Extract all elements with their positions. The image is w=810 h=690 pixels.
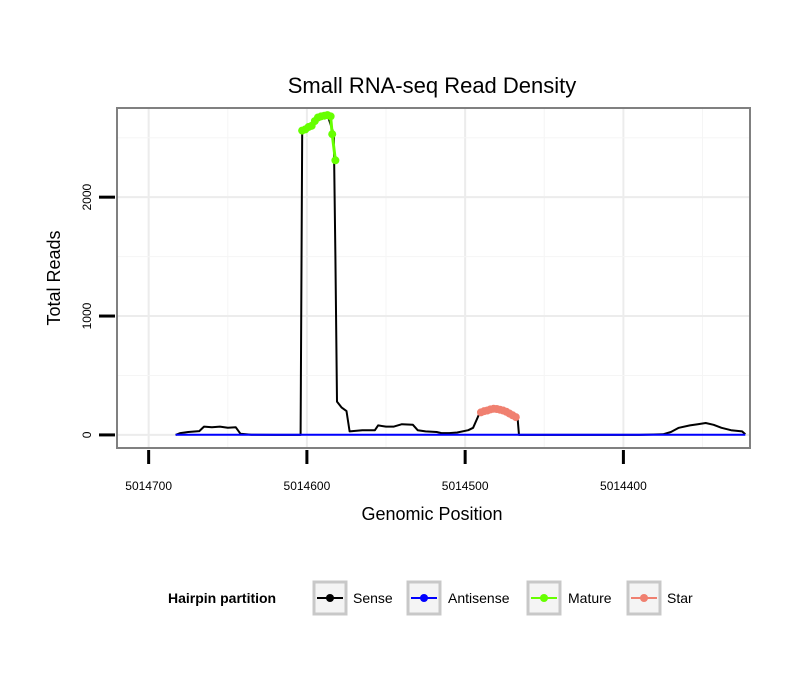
legend-item-antisense: Antisense (406, 580, 510, 616)
legend-item-mature: Mature (526, 580, 612, 616)
x-axis: 5014700 5014600 5014500 5014400 (125, 450, 647, 493)
plot-panel (117, 108, 750, 448)
data-point-mature (331, 156, 340, 165)
data-point-star (511, 413, 520, 422)
legend-label: Sense (353, 590, 393, 606)
y-axis: 0 1000 2000 (80, 183, 115, 438)
data-point-mature (326, 112, 335, 121)
legend-key-point (640, 594, 648, 602)
data-point-mature (328, 130, 337, 139)
y-tick-label: 0 (80, 431, 94, 438)
plot-border (116, 107, 751, 449)
legend-key-point (326, 594, 334, 602)
y-axis-title: Total Reads (44, 230, 64, 325)
legend: Hairpin partition Sense Antisense Mature St… (168, 580, 693, 616)
legend-label: Star (667, 590, 693, 606)
x-tick-label: 5014500 (442, 479, 489, 493)
y-tick-label: 1000 (80, 302, 94, 329)
legend-item-star: Star (626, 580, 693, 616)
legend-title: Hairpin partition (168, 590, 276, 606)
x-tick-label: 5014600 (284, 479, 331, 493)
x-axis-title: Genomic Position (361, 504, 502, 524)
x-tick-label: 5014400 (600, 479, 647, 493)
x-tick-label: 5014700 (125, 479, 172, 493)
legend-key-point (420, 594, 428, 602)
legend-item-sense: Sense (312, 580, 393, 616)
y-tick-label: 2000 (80, 183, 94, 210)
legend-key-point (540, 594, 548, 602)
legend-label: Mature (568, 590, 612, 606)
series-layer (175, 111, 746, 436)
legend-label: Antisense (448, 590, 510, 606)
chart-title: Small RNA-seq Read Density (288, 73, 577, 98)
